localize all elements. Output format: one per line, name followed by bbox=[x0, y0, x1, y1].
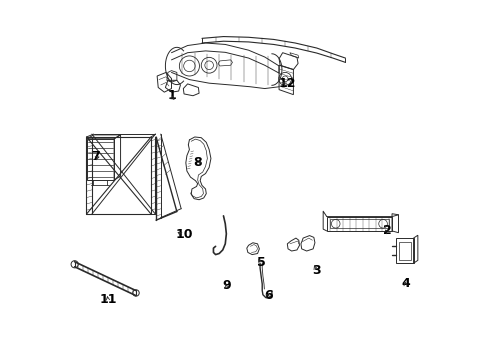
Text: 1: 1 bbox=[167, 89, 176, 102]
Text: 11: 11 bbox=[99, 293, 117, 306]
Text: 6: 6 bbox=[264, 289, 272, 302]
Text: 5: 5 bbox=[257, 256, 266, 269]
Text: 9: 9 bbox=[222, 279, 231, 292]
Text: 12: 12 bbox=[279, 77, 296, 90]
Text: 2: 2 bbox=[383, 224, 392, 238]
Text: 7: 7 bbox=[91, 150, 99, 163]
Text: 4: 4 bbox=[401, 278, 410, 291]
Text: 10: 10 bbox=[175, 228, 193, 241]
Text: 3: 3 bbox=[313, 264, 321, 277]
Text: 8: 8 bbox=[194, 156, 202, 169]
